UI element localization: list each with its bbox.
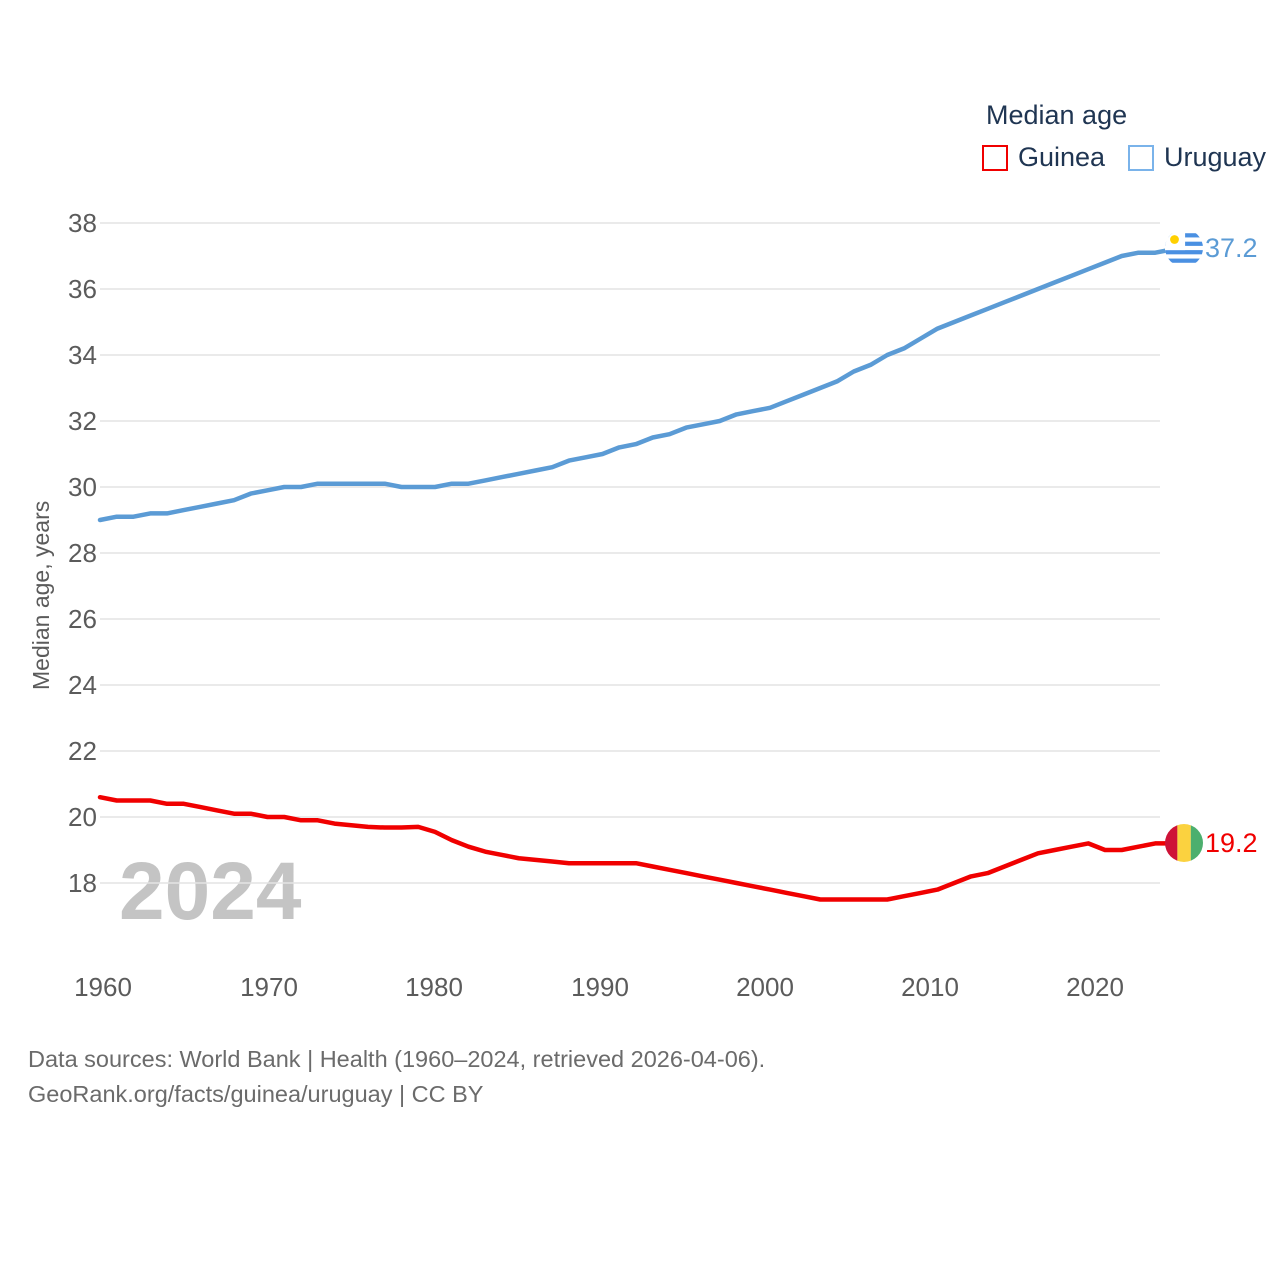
svg-text:37.2: 37.2 <box>1205 233 1258 263</box>
svg-text:19.2: 19.2 <box>1205 828 1258 858</box>
